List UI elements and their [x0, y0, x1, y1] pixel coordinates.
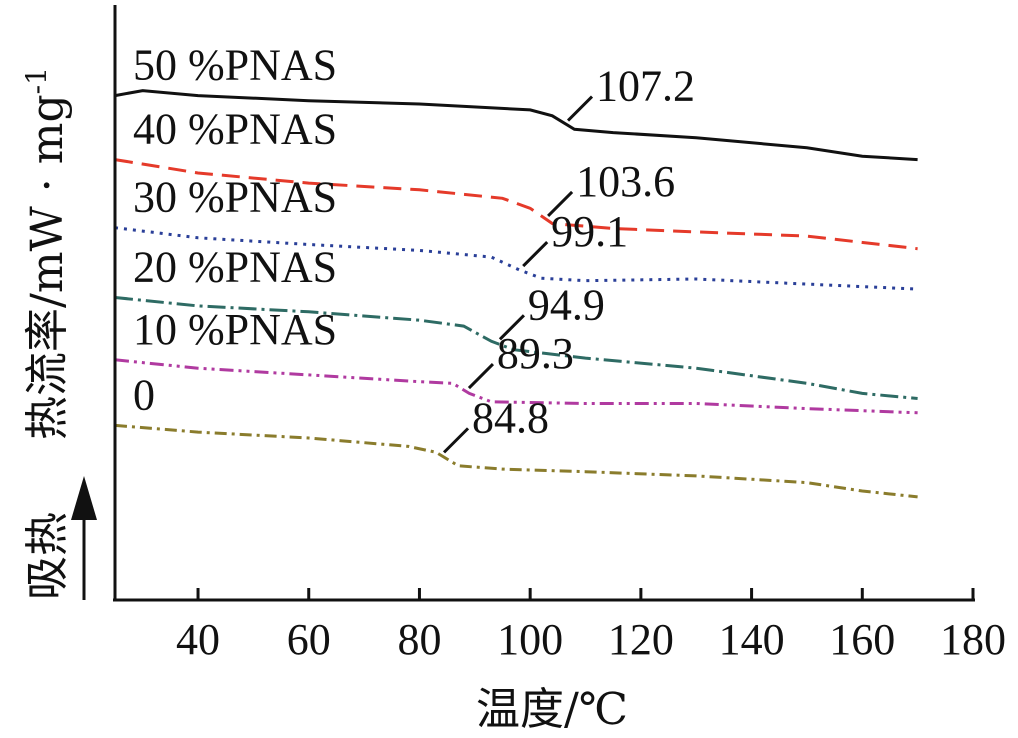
x-ticks: 40 60 80 100 120 140 160 180	[176, 588, 1006, 664]
series-name-label: 10 %PNAS	[133, 305, 337, 354]
series-line	[114, 89, 918, 162]
tg-value-label: 94.9	[528, 280, 605, 329]
series-name-label: 40 %PNAS	[133, 105, 337, 154]
y-axis-title-group: 热流率/mW · mg-1	[20, 67, 73, 440]
tg-leader-line	[467, 362, 494, 390]
series-layer	[114, 89, 918, 499]
x-tick-label: 180	[940, 615, 1006, 664]
series-line	[114, 158, 918, 251]
x-tick-label: 60	[287, 615, 331, 664]
series-name-label: 0	[133, 370, 155, 419]
x-tick-label: 40	[176, 615, 220, 664]
x-axis-title: 温度/℃	[476, 684, 628, 735]
y-axis-title: 热流率/mW · mg-1	[20, 67, 73, 440]
endothermic-indicator: 吸热	[22, 476, 97, 600]
labels-layer: 50 %PNAS 107.2 40 %PNAS 103.6 30 %PNAS 99.1 20…	[133, 41, 695, 454]
tg-leader-line	[547, 190, 574, 218]
x-tick-label: 160	[829, 615, 895, 664]
series-name-label: 30 %PNAS	[133, 173, 337, 222]
series-name-label: 50 %PNAS	[133, 41, 337, 90]
tg-leader-line	[498, 314, 525, 341]
tg-leader-line	[566, 95, 594, 122]
y-axis-title-superscript: -1	[20, 67, 53, 94]
series-line	[114, 226, 918, 291]
series-line	[114, 358, 918, 415]
tg-leader-line	[442, 427, 470, 454]
endothermic-label: 吸热	[22, 512, 73, 600]
tg-value-label: 84.8	[472, 393, 549, 442]
up-arrow-icon	[71, 476, 97, 520]
x-tick-label: 140	[719, 615, 785, 664]
tg-value-label: 103.6	[576, 157, 675, 206]
x-tick-label: 80	[397, 615, 441, 664]
x-tick-label: 120	[608, 615, 674, 664]
series-name-label: 20 %PNAS	[133, 243, 337, 292]
tg-value-label: 89.3	[497, 329, 574, 378]
series-line	[114, 423, 918, 499]
tg-value-label: 107.2	[596, 62, 695, 111]
x-tick-label: 100	[497, 615, 563, 664]
y-axis-title-text: 热流率/mW · mg	[22, 94, 73, 440]
tg-leader-line	[522, 241, 549, 268]
tg-value-label: 99.1	[551, 207, 628, 256]
